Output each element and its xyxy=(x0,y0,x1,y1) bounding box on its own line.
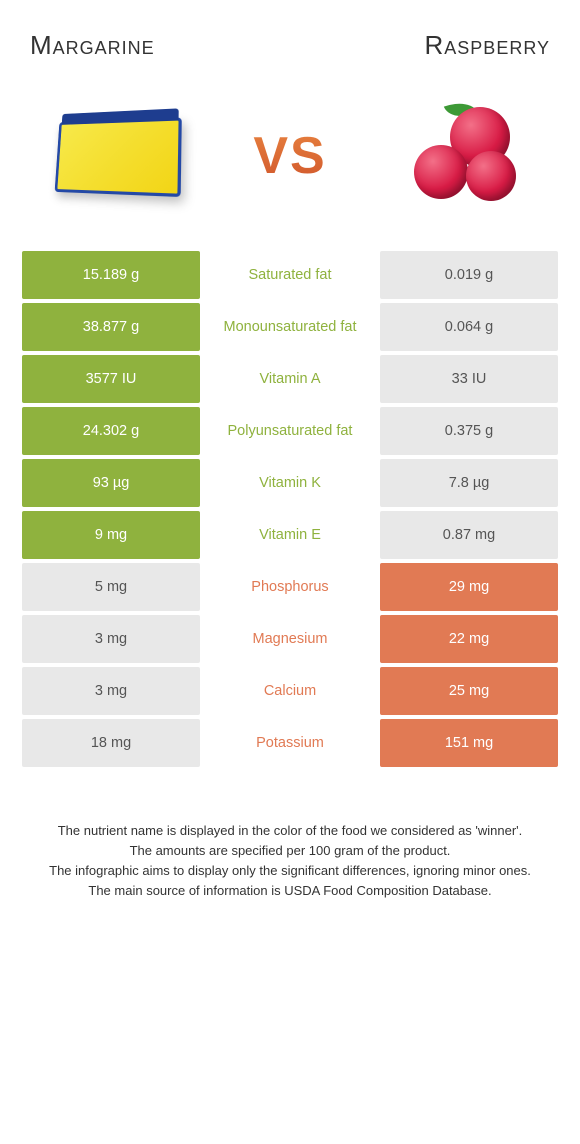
cell-nutrient-name: Polyunsaturated fat xyxy=(200,407,380,455)
table-row: 3 mgMagnesium22 mg xyxy=(22,615,558,663)
raspberry-image xyxy=(390,91,540,221)
cell-right-value: 22 mg xyxy=(380,615,558,663)
cell-nutrient-name: Magnesium xyxy=(200,615,380,663)
food-title-right: Raspberry xyxy=(425,30,550,61)
table-row: 93 µgVitamin K7.8 µg xyxy=(22,459,558,507)
cell-left-value: 93 µg xyxy=(22,459,200,507)
cell-right-value: 29 mg xyxy=(380,563,558,611)
margarine-image xyxy=(40,91,190,221)
vs-row: VS xyxy=(0,81,580,251)
table-row: 38.877 gMonounsaturated fat0.064 g xyxy=(22,303,558,351)
vs-label: VS xyxy=(253,126,326,186)
table-row: 24.302 gPolyunsaturated fat0.375 g xyxy=(22,407,558,455)
table-row: 3577 IUVitamin A33 IU xyxy=(22,355,558,403)
cell-right-value: 151 mg xyxy=(380,719,558,767)
table-row: 3 mgCalcium25 mg xyxy=(22,667,558,715)
nutrient-table: 15.189 gSaturated fat0.019 g38.877 gMono… xyxy=(0,251,580,801)
table-row: 9 mgVitamin E0.87 mg xyxy=(22,511,558,559)
table-row: 18 mgPotassium151 mg xyxy=(22,719,558,767)
cell-left-value: 3577 IU xyxy=(22,355,200,403)
cell-left-value: 3 mg xyxy=(22,667,200,715)
cell-right-value: 0.064 g xyxy=(380,303,558,351)
cell-left-value: 5 mg xyxy=(22,563,200,611)
cell-left-value: 9 mg xyxy=(22,511,200,559)
cell-left-value: 3 mg xyxy=(22,615,200,663)
cell-nutrient-name: Monounsaturated fat xyxy=(200,303,380,351)
footnote-line: The main source of information is USDA F… xyxy=(16,881,564,901)
cell-left-value: 38.877 g xyxy=(22,303,200,351)
cell-nutrient-name: Phosphorus xyxy=(200,563,380,611)
footnotes: The nutrient name is displayed in the co… xyxy=(0,801,580,942)
cell-nutrient-name: Potassium xyxy=(200,719,380,767)
cell-right-value: 7.8 µg xyxy=(380,459,558,507)
cell-left-value: 24.302 g xyxy=(22,407,200,455)
table-row: 15.189 gSaturated fat0.019 g xyxy=(22,251,558,299)
footnote-line: The infographic aims to display only the… xyxy=(16,861,564,881)
cell-right-value: 0.019 g xyxy=(380,251,558,299)
header: Margarine Raspberry xyxy=(0,0,580,81)
cell-nutrient-name: Vitamin K xyxy=(200,459,380,507)
table-row: 5 mgPhosphorus29 mg xyxy=(22,563,558,611)
cell-nutrient-name: Calcium xyxy=(200,667,380,715)
cell-right-value: 33 IU xyxy=(380,355,558,403)
cell-nutrient-name: Vitamin A xyxy=(200,355,380,403)
footnote-line: The amounts are specified per 100 gram o… xyxy=(16,841,564,861)
cell-right-value: 25 mg xyxy=(380,667,558,715)
cell-right-value: 0.375 g xyxy=(380,407,558,455)
cell-left-value: 15.189 g xyxy=(22,251,200,299)
cell-nutrient-name: Vitamin E xyxy=(200,511,380,559)
footnote-line: The nutrient name is displayed in the co… xyxy=(16,821,564,841)
cell-right-value: 0.87 mg xyxy=(380,511,558,559)
cell-left-value: 18 mg xyxy=(22,719,200,767)
food-title-left: Margarine xyxy=(30,30,155,61)
cell-nutrient-name: Saturated fat xyxy=(200,251,380,299)
